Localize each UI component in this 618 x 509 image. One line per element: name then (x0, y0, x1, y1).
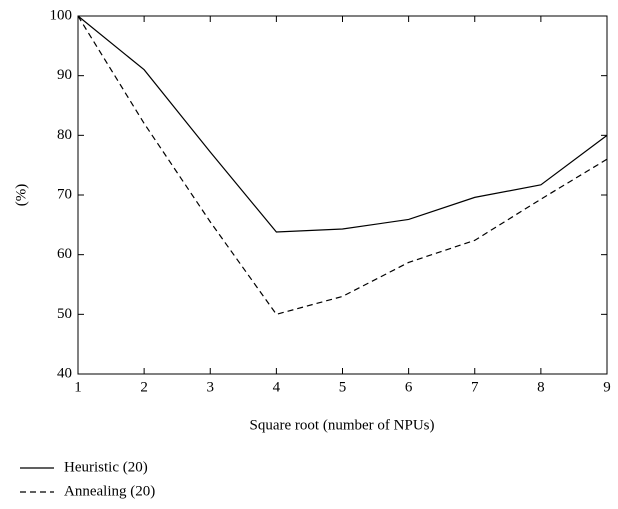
y-tick-label: 100 (50, 7, 73, 23)
y-tick-label: 90 (57, 67, 72, 83)
x-tick-label: 1 (74, 379, 82, 395)
x-tick-label: 6 (405, 379, 413, 395)
legend-label: Annealing (20) (64, 483, 155, 499)
x-tick-label: 9 (603, 379, 611, 395)
y-tick-label: 80 (57, 127, 72, 143)
x-tick-label: 4 (273, 379, 281, 395)
x-tick-label: 8 (537, 379, 545, 395)
y-axis-label: (%) (13, 184, 29, 207)
plot-frame (77, 15, 608, 375)
x-tick-label: 7 (471, 379, 479, 395)
legend-label: Heuristic (20) (64, 459, 148, 475)
x-tick-label: 5 (339, 379, 347, 395)
y-tick-label: 50 (57, 306, 72, 322)
x-tick-label: 3 (207, 379, 215, 395)
y-tick-label: 70 (57, 186, 72, 202)
y-tick-label: 40 (57, 365, 72, 381)
line-series (77, 15, 608, 316)
line-series (77, 15, 608, 233)
x-axis-label: Square root (number of NPUs) (250, 417, 435, 433)
y-tick-label: 60 (57, 246, 72, 262)
x-tick-label: 2 (140, 379, 148, 395)
